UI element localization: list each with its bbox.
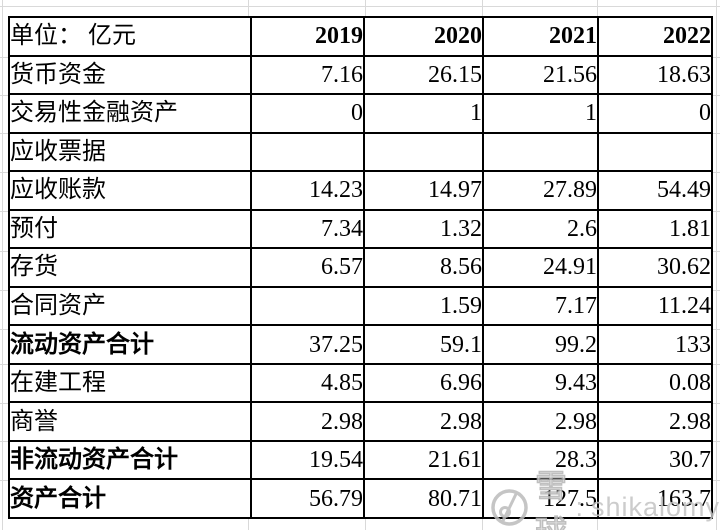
header-row: 单位： 亿元 2019 2020 2021 2022 [8, 16, 713, 57]
year-header-cell-2019[interactable]: 2019 [250, 16, 365, 57]
value-cell[interactable]: 6.96 [363, 362, 484, 404]
value-cell[interactable]: 99.2 [482, 324, 599, 365]
value-cell[interactable]: 14.97 [363, 170, 484, 211]
value-cell[interactable]: 21.56 [482, 54, 599, 96]
table-row: 预付 7.34 1.32 2.6 1.81 [8, 208, 713, 250]
year-header-cell-2020[interactable]: 2020 [363, 16, 484, 57]
value-cell[interactable]: 80.71 [363, 478, 484, 519]
value-cell[interactable] [250, 131, 365, 173]
value-cell[interactable] [250, 285, 365, 327]
value-cell[interactable]: 127.5 [482, 478, 599, 519]
value-cell[interactable]: 7.34 [250, 208, 365, 250]
table-row: 商誉 2.98 2.98 2.98 2.98 [8, 401, 713, 442]
table-row: 在建工程 4.85 6.96 9.43 0.08 [8, 362, 713, 404]
table-row: 应收票据 [8, 131, 713, 173]
value-cell[interactable]: 11.24 [597, 285, 713, 327]
table-row: 货币资金 7.16 26.15 21.56 18.63 [8, 54, 713, 96]
value-cell[interactable]: 1.81 [597, 208, 713, 250]
row-label-cell[interactable]: 应收账款 [8, 170, 252, 211]
value-cell[interactable]: 19.54 [250, 439, 365, 481]
gridline [0, 6, 720, 7]
value-cell[interactable]: 26.15 [363, 54, 484, 96]
row-label-cell[interactable]: 非流动资产合计 [8, 439, 252, 481]
row-label-cell[interactable]: 在建工程 [8, 362, 252, 404]
value-cell[interactable]: 1 [482, 93, 599, 134]
value-cell[interactable]: 1.59 [363, 285, 484, 327]
value-cell[interactable]: 14.23 [250, 170, 365, 211]
value-cell[interactable]: 4.85 [250, 362, 365, 404]
row-label-cell[interactable]: 货币资金 [8, 54, 252, 96]
table-row: 交易性金融资产 0 1 1 0 [8, 93, 713, 134]
value-cell[interactable]: 0.08 [597, 362, 713, 404]
value-cell[interactable]: 163.7 [597, 478, 713, 519]
value-cell[interactable]: 1 [363, 93, 484, 134]
row-label-cell[interactable]: 流动资产合计 [8, 324, 252, 365]
row-label-cell[interactable]: 应收票据 [8, 131, 252, 173]
row-label-cell[interactable]: 存货 [8, 247, 252, 288]
value-cell[interactable]: 2.98 [250, 401, 365, 442]
table-row: 应收账款 14.23 14.97 27.89 54.49 [8, 170, 713, 211]
value-cell[interactable]: 2.98 [482, 401, 599, 442]
gridline [716, 0, 717, 530]
row-label-cell[interactable]: 商誉 [8, 401, 252, 442]
table-row: 资产合计 56.79 80.71 127.5 163.7 [8, 478, 713, 519]
value-cell[interactable]: 8.56 [363, 247, 484, 288]
value-cell[interactable]: 7.17 [482, 285, 599, 327]
table-row: 存货 6.57 8.56 24.91 30.62 [8, 247, 713, 288]
value-cell[interactable]: 18.63 [597, 54, 713, 96]
value-cell[interactable]: 56.79 [250, 478, 365, 519]
value-cell[interactable]: 6.57 [250, 247, 365, 288]
value-cell[interactable]: 30.7 [597, 439, 713, 481]
row-label-cell[interactable]: 合同资产 [8, 285, 252, 327]
row-label-cell[interactable]: 预付 [8, 208, 252, 250]
value-cell[interactable] [482, 131, 599, 173]
value-cell[interactable]: 37.25 [250, 324, 365, 365]
year-header-cell-2021[interactable]: 2021 [482, 16, 599, 57]
value-cell[interactable]: 0 [597, 93, 713, 134]
row-label-cell[interactable]: 交易性金融资产 [8, 93, 252, 134]
value-cell[interactable]: 2.98 [363, 401, 484, 442]
value-cell[interactable]: 133 [597, 324, 713, 365]
table-row: 非流动资产合计 19.54 21.61 28.3 30.7 [8, 439, 713, 481]
table-row: 流动资产合计 37.25 59.1 99.2 133 [8, 324, 713, 365]
value-cell[interactable]: 30.62 [597, 247, 713, 288]
table-row: 合同资产 1.59 7.17 11.24 [8, 285, 713, 327]
value-cell[interactable]: 9.43 [482, 362, 599, 404]
row-label-cell[interactable]: 资产合计 [8, 478, 252, 519]
value-cell[interactable]: 7.16 [250, 54, 365, 96]
table-body: 货币资金 7.16 26.15 21.56 18.63 交易性金融资产 0 1 1 0 应收票据 应收… [8, 54, 713, 519]
value-cell[interactable] [597, 131, 713, 173]
value-cell[interactable]: 59.1 [363, 324, 484, 365]
value-cell[interactable]: 2.98 [597, 401, 713, 442]
value-cell[interactable]: 27.89 [482, 170, 599, 211]
value-cell[interactable]: 2.6 [482, 208, 599, 250]
balance-sheet-table: 单位： 亿元 2019 2020 2021 2022 货币资金 7.16 26.15… [8, 16, 713, 519]
unit-label-cell[interactable]: 单位： 亿元 [8, 16, 252, 57]
value-cell[interactable] [363, 131, 484, 173]
value-cell[interactable]: 1.32 [363, 208, 484, 250]
value-cell[interactable]: 28.3 [482, 439, 599, 481]
value-cell[interactable]: 0 [250, 93, 365, 134]
value-cell[interactable]: 54.49 [597, 170, 713, 211]
value-cell[interactable]: 24.91 [482, 247, 599, 288]
year-header-cell-2022[interactable]: 2022 [597, 16, 713, 57]
gridline [2, 0, 3, 530]
value-cell[interactable]: 21.61 [363, 439, 484, 481]
